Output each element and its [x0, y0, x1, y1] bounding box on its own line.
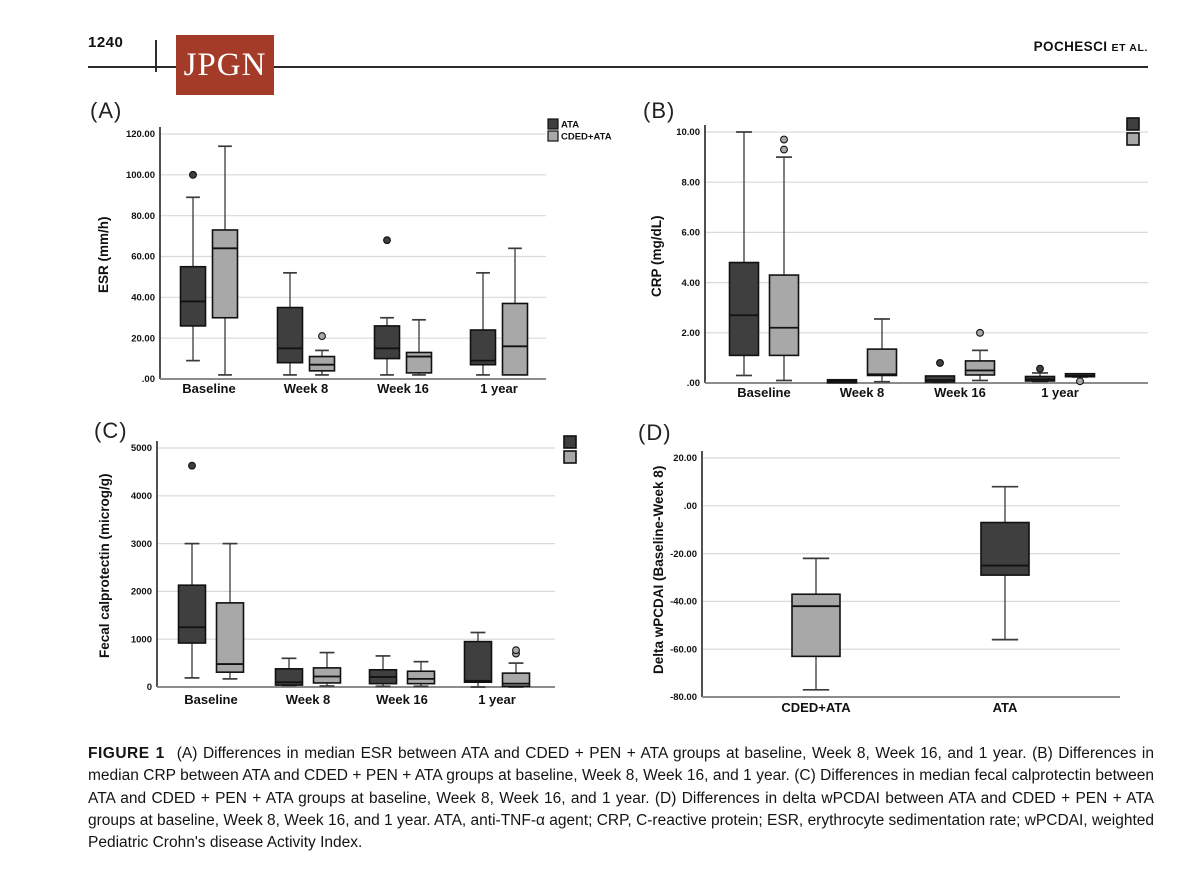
box-a-week-16-cded-ata — [405, 318, 433, 376]
svg-text:80.00: 80.00 — [131, 211, 155, 222]
box-a-1-year-ata — [469, 271, 497, 376]
panel-c-legend-swatches — [563, 435, 577, 464]
box-c-1-year-ata — [463, 631, 493, 688]
box-b-1-year-ata — [1024, 364, 1056, 383]
svg-text:Week 8: Week 8 — [840, 385, 885, 400]
panel-b-chart: .00 2.00 4.00 6.00 8.00 10.00 Baseline Week 8 We… — [640, 95, 1200, 430]
figure-caption-label: FIGURE 1 — [88, 745, 165, 762]
box-c-week-16-ata — [368, 655, 398, 688]
panel-b-boxplot-svg: .00 2.00 4.00 6.00 8.00 10.00 Baseline Week 8 We… — [676, 117, 1148, 400]
journal-logo-text: JPGN — [183, 46, 267, 83]
svg-text:3000: 3000 — [131, 539, 152, 550]
header-rule — [88, 66, 1148, 68]
svg-text:4.00: 4.00 — [682, 278, 701, 289]
box-b-baseline-cded-ata — [768, 135, 800, 382]
figure-caption: FIGURE 1 (A) Differences in median ESR be… — [88, 743, 1154, 854]
svg-text:Week 8: Week 8 — [284, 381, 329, 396]
panel-c-chart: 0 1000 2000 3000 4000 5000 Baseline Week 8 Week … — [88, 420, 608, 725]
svg-text:0: 0 — [147, 682, 152, 693]
box-a-week-8-cded-ata — [308, 332, 336, 376]
panel-b-label: (B) — [643, 98, 676, 123]
running-head-suffix: ET AL. — [1111, 42, 1148, 54]
svg-text:.00: .00 — [142, 374, 155, 385]
svg-text:Baseline: Baseline — [182, 381, 235, 396]
svg-text:120.00: 120.00 — [126, 129, 155, 140]
svg-text:CDED+ATA: CDED+ATA — [781, 700, 851, 715]
box-a-week-8-ata — [276, 271, 304, 376]
svg-text:1 year: 1 year — [480, 381, 518, 396]
svg-text:1 year: 1 year — [478, 692, 516, 707]
svg-text:20.00: 20.00 — [673, 453, 697, 464]
box-c-week-8-cded-ata — [312, 651, 342, 687]
box-b-week-16-cded-ata — [964, 328, 996, 382]
svg-text:6.00: 6.00 — [682, 228, 701, 239]
svg-text:5000: 5000 — [131, 443, 152, 454]
journal-logo: JPGN — [176, 35, 274, 95]
box-a-baseline-cded-ata — [211, 145, 239, 376]
svg-text:2000: 2000 — [131, 587, 152, 598]
box-c-week-16-cded-ata — [406, 660, 436, 688]
svg-text:ATA: ATA — [993, 700, 1018, 715]
svg-text:.00: .00 — [687, 378, 700, 389]
box-a-1-year-cded-ata — [501, 247, 529, 376]
panel-c-boxplot-svg: 0 1000 2000 3000 4000 5000 Baseline Week 8 Week … — [131, 435, 577, 707]
header-divider-bar — [155, 40, 157, 72]
running-head: POCHESCI ET AL. — [1034, 39, 1148, 54]
page-number: 1240 — [88, 34, 124, 51]
svg-text:Week 16: Week 16 — [934, 385, 986, 400]
svg-text:-20.00: -20.00 — [670, 549, 697, 560]
box-a-baseline-ata — [179, 170, 207, 362]
svg-text:100.00: 100.00 — [126, 170, 155, 181]
panel-c-label: (C) — [94, 418, 128, 443]
box-c-baseline-ata — [177, 461, 207, 679]
panel-d-label: (D) — [638, 420, 672, 445]
svg-text:10.00: 10.00 — [676, 127, 700, 138]
svg-text:Week 16: Week 16 — [377, 381, 429, 396]
box-b-baseline-ata — [728, 131, 760, 377]
svg-text:Week 16: Week 16 — [376, 692, 428, 707]
svg-text:-40.00: -40.00 — [670, 597, 697, 608]
svg-text:1000: 1000 — [131, 634, 152, 645]
svg-text:Baseline: Baseline — [737, 385, 790, 400]
box-d-cded-ata-cded-ata — [791, 557, 841, 691]
svg-text:60.00: 60.00 — [131, 252, 155, 263]
box-c-week-8-ata — [274, 657, 304, 687]
box-c-baseline-cded-ata — [215, 542, 245, 680]
panel-a-chart: .00 20.00 40.00 60.00 80.00 100.00 120.00 Basel… — [88, 95, 648, 430]
box-c-1-year-cded-ata — [501, 646, 531, 688]
panel-b-legend-swatches — [1126, 117, 1140, 146]
box-b-1-year-cded-ata — [1064, 372, 1096, 386]
svg-text:.00: .00 — [684, 501, 697, 512]
svg-text:1 year: 1 year — [1041, 385, 1079, 400]
svg-text:4000: 4000 — [131, 491, 152, 502]
svg-text:Baseline: Baseline — [184, 692, 237, 707]
svg-text:CDED+ATA: CDED+ATA — [561, 132, 612, 143]
svg-text:40.00: 40.00 — [131, 293, 155, 304]
box-b-week-8-cded-ata — [866, 318, 898, 383]
box-b-week-8-ata — [826, 378, 858, 384]
box-b-week-16-ata — [924, 358, 956, 384]
svg-text:ATA: ATA — [561, 120, 579, 131]
running-head-authors: POCHESCI — [1033, 39, 1108, 54]
svg-text:20.00: 20.00 — [131, 333, 155, 344]
panel-d-chart: -80.00 -60.00 -40.00 -20.00 .00 20.00 CDED+ATA… — [630, 420, 1150, 725]
svg-text:2.00: 2.00 — [682, 328, 701, 339]
box-d-ata-ata — [980, 485, 1030, 641]
svg-text:-80.00: -80.00 — [670, 692, 697, 703]
svg-text:8.00: 8.00 — [682, 177, 701, 188]
panel-a-boxplot-svg: .00 20.00 40.00 60.00 80.00 100.00 120.00 Basel… — [126, 118, 612, 396]
box-a-week-16-ata — [373, 236, 401, 376]
panel-d-boxplot-svg: -80.00 -60.00 -40.00 -20.00 .00 20.00 CDED+ATA… — [670, 451, 1120, 715]
svg-text:-60.00: -60.00 — [670, 644, 697, 655]
panel-a-label: (A) — [90, 98, 123, 123]
figure-caption-text: (A) Differences in median ESR between AT… — [88, 745, 1155, 852]
svg-text:Week 8: Week 8 — [286, 692, 331, 707]
